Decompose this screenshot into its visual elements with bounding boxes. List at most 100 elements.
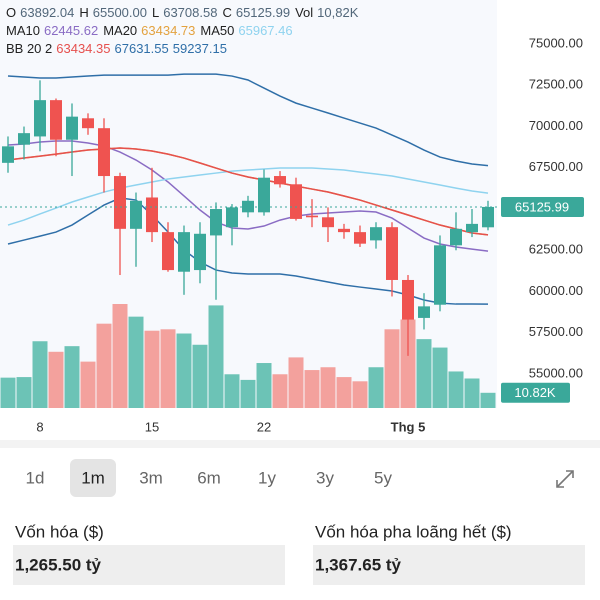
expand-icon[interactable] [556, 470, 574, 488]
y-tick-label: 60000.00 [529, 283, 583, 298]
expand-arrow [556, 480, 564, 488]
candle-body [402, 279, 414, 320]
stat-box [13, 545, 285, 585]
volume-bar [144, 330, 160, 408]
volume-box [501, 382, 570, 403]
candle-body [2, 146, 14, 163]
volume-bar [464, 378, 480, 408]
header-label: C [222, 5, 231, 20]
header-label: MA20 [103, 23, 137, 38]
volume-bar [176, 333, 192, 408]
x-tick-label: 15 [145, 419, 159, 434]
header-line: BB 20 2 63434.35 67631.55 59237.15 [6, 41, 227, 56]
volume-bar [480, 392, 496, 408]
volume-bar [368, 367, 384, 408]
stat-value: 1,367.65 tỷ [315, 555, 402, 574]
candle-body [130, 200, 142, 229]
candle-body [162, 232, 174, 271]
header-label: BB 20 2 [6, 41, 52, 56]
volume-label: 10.82K [514, 385, 556, 400]
header-value: 67631.55 [115, 41, 169, 56]
y-tick-label: 67500.00 [529, 159, 583, 174]
candle-body [386, 227, 398, 280]
candle-body [34, 100, 46, 137]
header-value: 65500.00 [93, 5, 147, 20]
current-price-label: 65125.99 [515, 199, 569, 214]
volume-bar [48, 351, 64, 408]
header-value: 10,82K [317, 5, 359, 20]
header-value: 63434.73 [141, 23, 195, 38]
candle-body [114, 176, 126, 229]
candle-body [354, 232, 366, 244]
x-tick-label: Thg 5 [391, 419, 426, 434]
candle-body [450, 228, 462, 246]
candle-body [194, 233, 206, 271]
volume-bar [160, 329, 176, 408]
candle-body [18, 133, 30, 145]
volume-bar [288, 357, 304, 408]
volume-bar [400, 319, 416, 408]
indicator-line [7, 140, 489, 252]
volume-bar [336, 377, 352, 408]
header-value: 62445.62 [44, 23, 98, 38]
volume-bar [128, 316, 144, 408]
stat-label: Vốn hóa pha loãng hết ($) [315, 522, 512, 541]
header-value: 59237.15 [173, 41, 227, 56]
period-button[interactable]: 1y [258, 468, 276, 487]
period-selected [70, 459, 116, 497]
header-label: MA10 [6, 23, 40, 38]
header-value: 65967.46 [238, 23, 292, 38]
volume-bar [448, 371, 464, 408]
expand-line [556, 470, 574, 488]
indicator-line [7, 147, 489, 236]
volume-bar [352, 381, 368, 408]
candle-body [370, 227, 382, 241]
period-button[interactable]: 6m [197, 468, 221, 487]
volume-bar [240, 379, 256, 408]
volume-bar [112, 304, 128, 408]
stat-value: 1,265.50 tỷ [15, 555, 102, 574]
candle-body [210, 209, 222, 236]
period-button[interactable]: 1m [81, 468, 105, 487]
indicator-line [7, 167, 489, 226]
period-button[interactable]: 5y [374, 468, 392, 487]
candle-body [322, 217, 334, 228]
volume-bar [320, 367, 336, 408]
header-label: MA50 [200, 23, 234, 38]
volume-bar [16, 377, 32, 408]
volume-bar [256, 363, 272, 408]
expand-arrow [566, 470, 574, 478]
indicator-line [7, 73, 489, 167]
candle-body [274, 176, 286, 185]
candle-body [242, 200, 254, 213]
header-value: 63892.04 [20, 5, 74, 20]
y-tick-label: 70000.00 [529, 118, 583, 133]
candle-body [306, 215, 318, 218]
x-tick-label: 8 [36, 419, 43, 434]
header-label: O [6, 5, 16, 20]
y-tick-label: 55000.00 [529, 365, 583, 380]
header-value: 65125.99 [236, 5, 290, 20]
volume-bar [32, 341, 48, 408]
period-button[interactable]: 1d [26, 468, 45, 487]
volume-bar [0, 377, 16, 408]
volume-bar [192, 344, 208, 408]
y-tick-label: 75000.00 [529, 35, 583, 50]
y-tick-label: 72500.00 [529, 77, 583, 92]
volume-bar [432, 347, 448, 408]
header-line: O 63892.04 H 65500.00 L 63708.58 C 65125.99 Vol 1… [6, 5, 359, 20]
candle-body [482, 206, 494, 228]
volume-bar [80, 361, 96, 408]
volume-bar [304, 370, 320, 408]
header-line: MA10 62445.62 MA20 63434.73 MA50 65967.46 [6, 23, 293, 38]
stat-label: Vốn hóa ($) [15, 522, 104, 541]
candle-body [226, 207, 238, 228]
header-label: H [79, 5, 88, 20]
y-tick-label: 62500.00 [529, 242, 583, 257]
candle-body [178, 232, 190, 272]
period-button[interactable]: 3m [139, 468, 163, 487]
candle-body [50, 100, 62, 140]
volume-bar [64, 346, 80, 408]
period-button[interactable]: 3y [316, 468, 334, 487]
